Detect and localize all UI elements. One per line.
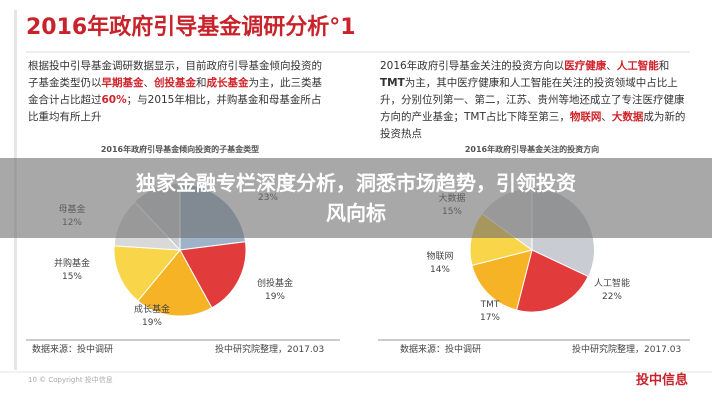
highlight: 医疗健康 xyxy=(564,60,607,72)
slice-name: 物联网 xyxy=(426,250,453,262)
text: 为主，其中医疗健康和人工智能在关注的投资领域中占比上升，分别位列第一、第二，江苏… xyxy=(380,77,685,123)
text: 为主，此三类基金合计占比超过 xyxy=(28,77,322,106)
banner-text: 独家金融专栏深度分析，洞悉市场趋势，引领投资风向标 xyxy=(136,171,576,225)
slice-name: 成长基金 xyxy=(134,303,170,315)
text: 、 xyxy=(143,77,155,89)
slice-name: TMT xyxy=(480,300,500,310)
text: TMT xyxy=(380,77,405,89)
text: ；与2015年相比，并购基金和母基金所占比重均有所上升 xyxy=(28,94,322,123)
highlight: 创投基金 xyxy=(154,77,196,89)
pie-slice xyxy=(113,245,182,302)
highlight: 物联网 xyxy=(569,111,602,123)
slice-name: 并购基金 xyxy=(54,257,90,269)
slice-name: 人工智能 xyxy=(594,277,630,289)
slice-value-label: 14% xyxy=(430,265,450,275)
slice-value-label: 17% xyxy=(480,313,500,323)
highlight: 早期基金 xyxy=(101,77,144,89)
chart-title: 2016年政府引导基金倾向投资的子基金类型 xyxy=(101,144,259,154)
slice-value-label: 22% xyxy=(602,292,622,302)
credit: 投中研究院整理，2017.03 xyxy=(572,343,681,355)
source: 数据来源：投中调研 xyxy=(32,343,113,355)
text: 成为新的投资热点 xyxy=(380,111,686,140)
banner: 独家金融专栏深度分析，洞悉市场趋势，引领投资风向标 xyxy=(0,158,712,238)
page-number: 10 © Copyright 投中信息 xyxy=(28,375,113,384)
highlight: 60% xyxy=(101,94,127,106)
text: 根据投中引导基金调研数据显示，目前政府引导基金倾向投资的子基金类型仍以 xyxy=(28,60,322,89)
left-paragraph: 根据投中引导基金调研数据显示，目前政府引导基金倾向投资的子基金类型仍以早期基金、… xyxy=(28,58,328,126)
chart-title: 2016年政府引导基金关注的投资方向 xyxy=(465,144,599,154)
pie-slice xyxy=(137,249,213,317)
text: 和 xyxy=(658,60,670,72)
highlight: 大数据 xyxy=(611,111,644,123)
pie-slice xyxy=(515,249,589,313)
source: 数据来源：投中调研 xyxy=(400,343,481,355)
logo: 投中信息 xyxy=(636,372,688,388)
pie-slice xyxy=(179,241,247,309)
text: 、 xyxy=(601,111,612,123)
highlight: 成长基金 xyxy=(206,77,249,89)
pie-slice xyxy=(471,249,533,311)
right-paragraph: 2016年政府引导基金关注的投资方向以医疗健康、人工智能和TMT为主，其中医疗健… xyxy=(380,58,692,143)
slide-title: 2016年政府引导基金调研分析°1 xyxy=(26,14,356,40)
credit: 投中研究院整理，2017.03 xyxy=(215,343,324,355)
slice-value-label: 15% xyxy=(62,272,82,282)
text: 2016年政府引导基金关注的投资方向以 xyxy=(380,60,565,72)
text: 、 xyxy=(606,60,617,72)
slice-name: 创投基金 xyxy=(257,277,293,289)
slice-value-label: 19% xyxy=(265,292,285,302)
text: 和 xyxy=(196,77,207,89)
highlight: 人工智能 xyxy=(616,60,659,72)
slice-value-label: 19% xyxy=(142,318,162,328)
